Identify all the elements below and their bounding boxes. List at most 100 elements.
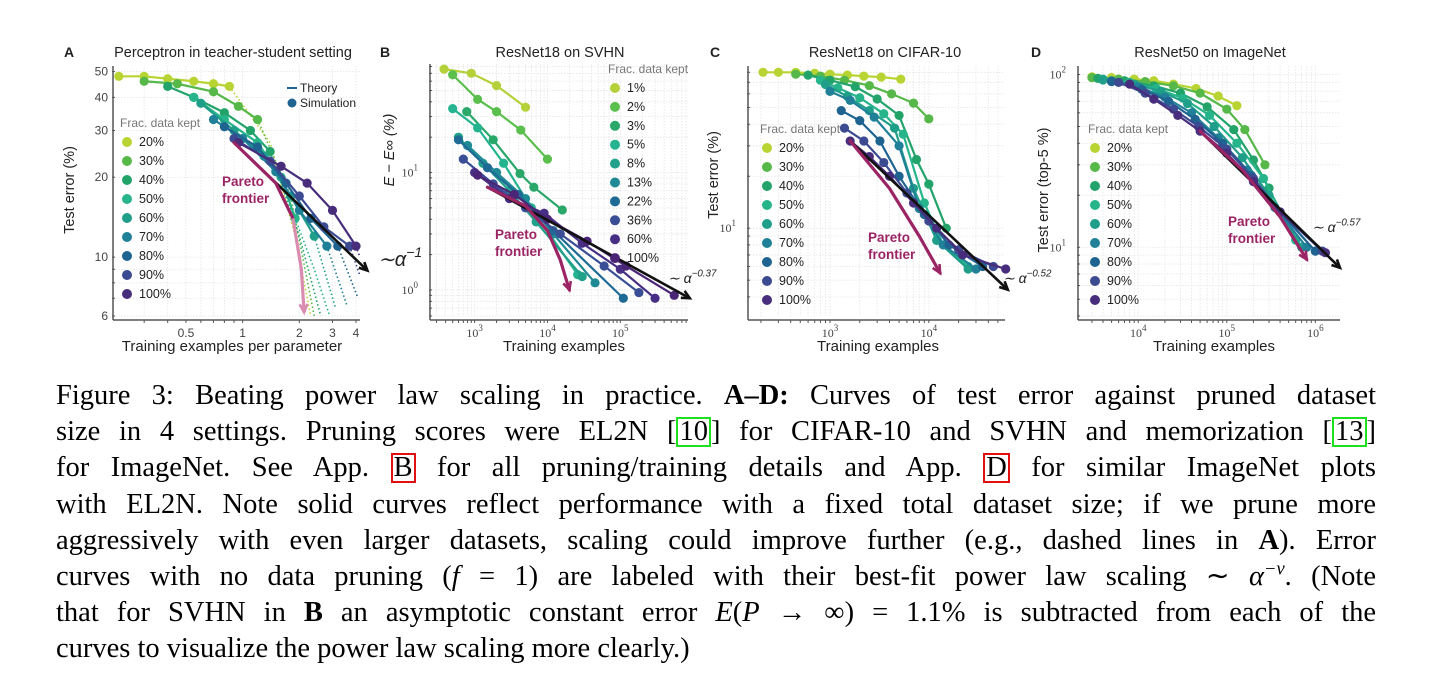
data-point bbox=[958, 250, 968, 260]
x-tick-exponent: 6 bbox=[1319, 323, 1324, 333]
data-point bbox=[189, 76, 199, 86]
data-point bbox=[548, 226, 558, 236]
x-tick-label: 2 bbox=[296, 326, 303, 340]
data-point bbox=[599, 261, 609, 271]
citation-link[interactable]: B bbox=[390, 453, 416, 484]
data-point bbox=[825, 86, 835, 96]
data-point bbox=[1113, 77, 1124, 88]
legend-marker bbox=[1090, 295, 1100, 305]
y-tick-label: 40 bbox=[95, 90, 109, 104]
caption-text: that for SVHN in bbox=[56, 597, 304, 629]
data-point bbox=[898, 129, 908, 139]
x-tick-label: 104 bbox=[1130, 323, 1147, 340]
data-point bbox=[458, 154, 468, 164]
data-point bbox=[488, 135, 498, 145]
data-point bbox=[491, 107, 502, 117]
series-1% bbox=[439, 64, 531, 112]
data-point bbox=[555, 229, 565, 239]
legend-label: 36% bbox=[627, 213, 652, 227]
legend-marker bbox=[122, 251, 132, 261]
data-point bbox=[245, 125, 256, 136]
legend-label: 30% bbox=[1107, 160, 1132, 174]
data-point bbox=[1237, 153, 1247, 163]
legend-label: 100% bbox=[1107, 293, 1139, 307]
pareto-frontier-curve-extension bbox=[291, 218, 306, 313]
legend-marker bbox=[762, 143, 772, 153]
legend: Frac. data kept 20% 30% 40% 50% 60% 70% 80% 90% 1… bbox=[120, 81, 356, 301]
legend-marker bbox=[762, 219, 772, 229]
legend-marker bbox=[1090, 238, 1100, 248]
data-point bbox=[473, 170, 483, 180]
pareto-arrowhead bbox=[562, 280, 573, 293]
legend: Frac. data kept 20% 30% 40% 50% 60% 70% 80% 90% 1… bbox=[760, 122, 841, 307]
caption-line: aggressively with even larger datasets, … bbox=[56, 523, 1376, 559]
data-point bbox=[219, 108, 229, 118]
y-tick-label: 50 bbox=[95, 65, 109, 79]
y-tick-exponent: 1 bbox=[1062, 237, 1067, 247]
data-point bbox=[924, 179, 934, 189]
math-text: α bbox=[1248, 560, 1264, 592]
legend-label: Simulation bbox=[300, 96, 356, 110]
grid bbox=[1077, 66, 1340, 323]
data-point bbox=[327, 205, 338, 215]
data-point bbox=[963, 264, 973, 274]
data-point bbox=[850, 82, 860, 92]
data-point bbox=[473, 123, 483, 133]
data-point bbox=[482, 163, 493, 173]
best-fit-line bbox=[849, 140, 1009, 291]
data-point bbox=[1222, 104, 1232, 114]
data-point bbox=[875, 136, 885, 146]
x-tick-label: 103 bbox=[466, 323, 483, 340]
legend-label: 22% bbox=[627, 194, 652, 208]
data-point bbox=[351, 241, 361, 251]
data-point bbox=[896, 74, 906, 84]
power-law-exponent: −0.52 bbox=[1027, 269, 1052, 280]
legend-label: 40% bbox=[139, 173, 164, 187]
pareto-label: Pareto bbox=[1228, 214, 1270, 229]
legend-label: 100% bbox=[627, 251, 659, 265]
data-point bbox=[1173, 110, 1183, 120]
panel-letter: A bbox=[64, 44, 74, 60]
data-point bbox=[839, 123, 850, 133]
data-point bbox=[345, 241, 355, 251]
citation-link[interactable]: 13 bbox=[1332, 417, 1367, 448]
caption-text: curves to visualize the power law scalin… bbox=[56, 633, 690, 665]
power-law-exponent: −0.37 bbox=[692, 269, 717, 280]
panel-letter: D bbox=[1031, 44, 1041, 60]
legend-marker bbox=[1090, 219, 1100, 229]
legend-marker bbox=[610, 101, 620, 112]
theory-curve-60% bbox=[313, 235, 336, 308]
y-axis-label: Test error (top-5 %) bbox=[1036, 128, 1052, 253]
data-point bbox=[758, 67, 768, 77]
citation-link[interactable]: D bbox=[983, 453, 1010, 484]
legend-label: 30% bbox=[139, 154, 164, 168]
legend-marker bbox=[122, 156, 132, 166]
pareto-label: Pareto bbox=[222, 174, 264, 189]
legend-label: 40% bbox=[779, 179, 804, 193]
data-point bbox=[499, 158, 509, 168]
data-point bbox=[219, 122, 229, 132]
data-point bbox=[836, 105, 846, 116]
pareto-label: frontier bbox=[222, 191, 270, 206]
data-point bbox=[869, 112, 879, 122]
pareto-label: Pareto bbox=[868, 230, 910, 245]
legend-marker bbox=[1090, 276, 1100, 286]
data-point bbox=[515, 168, 525, 179]
data-point bbox=[773, 67, 783, 77]
legend-label: 90% bbox=[139, 268, 164, 282]
data-point bbox=[908, 98, 919, 108]
citation-link[interactable]: 10 bbox=[676, 417, 711, 448]
x-axis-label: Training examples per parameter bbox=[122, 338, 342, 355]
legend-marker bbox=[122, 289, 132, 299]
data-point bbox=[1229, 124, 1239, 135]
data-point bbox=[276, 161, 286, 171]
data-point bbox=[208, 79, 219, 89]
power-law-label: ∼ α−0.52 bbox=[1003, 269, 1052, 286]
data-point bbox=[1232, 101, 1242, 111]
best-fit-arrowhead bbox=[680, 290, 693, 300]
legend-marker bbox=[610, 139, 620, 150]
panel-title: ResNet50 on ImageNet bbox=[1134, 45, 1286, 61]
panel-title: ResNet18 on SVHN bbox=[496, 45, 625, 61]
legend-marker bbox=[610, 196, 620, 207]
legend: Frac. data kept 1% 2% 3% 5% 8% 13% 22% 36% 60% 100… bbox=[608, 62, 689, 265]
